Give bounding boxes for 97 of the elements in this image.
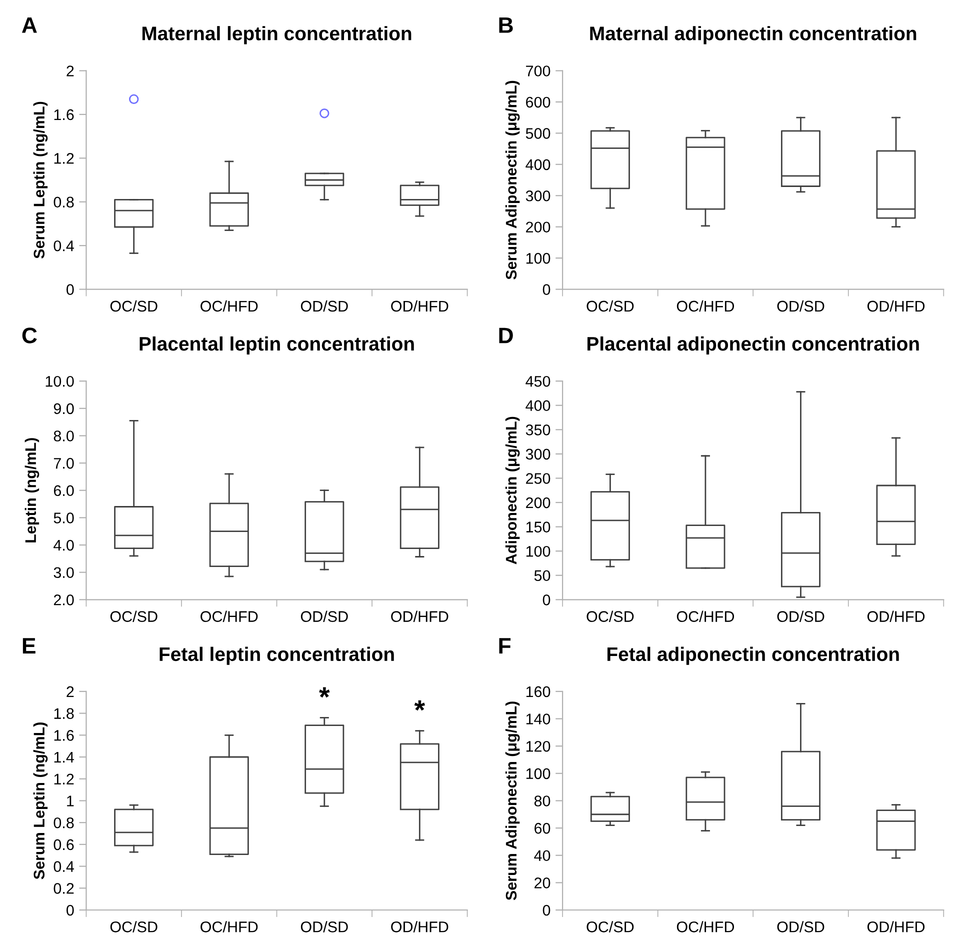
y-tick-label: 9.0 [54,403,74,414]
x-tick-label: OD/HFD [391,921,448,932]
y-tick-label: 0 [542,284,550,295]
chart-title: Maternal leptin concentration [142,26,412,44]
y-tick-label: 300 [526,448,550,460]
y-axis-title: Serum Leptin (ng/mL) [33,102,48,258]
y-tick-label: 150 [526,522,550,532]
y-tick-label: 1.8 [54,708,74,719]
y-tick-label: 120 [526,740,550,752]
x-tick-label: OC/HFD [676,921,734,932]
y-tick-label: 200 [526,222,550,233]
y-tick-label: 0.8 [54,817,74,828]
y-tick-label: 3.0 [54,567,74,578]
y-tick-label: 1.2 [54,153,74,164]
y-tick-label: 0.4 [54,861,74,872]
y-tick-label: 2 [66,66,74,76]
y-tick-label: 8.0 [54,430,74,442]
x-tick-label: OC/SD [586,921,634,932]
y-tick-label: 0 [542,904,550,916]
y-tick-label: 50 [534,570,550,582]
x-tick-label: OD/SD [300,921,348,932]
x-tick-label: OC/HFD [200,300,258,312]
x-tick-label: OD/HFD [391,300,448,312]
text: F [499,638,511,654]
x-tick-label: OC/SD [110,921,158,932]
x-tick-label: OC/HFD [200,921,258,932]
y-tick-label: 0.8 [54,196,74,208]
text: A [22,17,37,33]
y-axis-title: Serum Adiponectin (μg/mL) [505,80,520,280]
y-tick-label: 2.0 [54,594,74,606]
annotation: * [414,700,426,711]
y-tick-label: 1.2 [54,774,74,784]
y-axis-title: Serum Leptin (ng/mL) [33,722,48,880]
y-tick-label: 1.4 [54,752,74,763]
x-tick-label: OD/SD [300,610,348,622]
y-tick-label: 140 [526,714,550,724]
y-tick-label: 0.2 [54,883,74,894]
y-tick-label: 400 [526,400,550,412]
y-tick-label: 0 [542,594,550,606]
y-axis-title: Leptin (ng/mL) [24,438,40,542]
chart-title: Fetal leptin concentration [160,646,394,665]
chart-title: Placental adiponectin concentration [587,336,919,355]
x-tick-label: OD/HFD [867,300,925,312]
y-tick-label: 1 [67,796,74,806]
y-tick-label: 200 [526,497,550,508]
y-tick-label: 0.6 [54,839,74,850]
x-tick-label: OD/HFD [867,610,925,622]
y-tick-label: 5.0 [54,512,74,524]
y-tick-label: 400 [526,159,550,170]
y-tick-label: 80 [534,796,550,806]
y-tick-label: 100 [526,252,550,264]
y-tick-label: 450 [526,376,550,387]
y-tick-label: 0 [66,904,74,916]
y-tick-label: 6.0 [54,485,74,496]
x-tick-label: OC/HFD [200,610,258,622]
text: B [499,17,513,33]
text: E [22,638,36,654]
x-tick-label: OC/HFD [676,300,734,312]
x-tick-label: OD/HFD [867,921,925,932]
chart-title: Placental leptin concentration [140,336,414,355]
text: D [499,328,513,344]
y-axis-title: Serum Adiponectin (μg/mL) [505,702,520,900]
y-tick-label: 350 [526,424,550,436]
x-tick-label: OD/HFD [391,610,448,622]
annotation: * [319,687,330,698]
y-tick-label: 160 [526,686,550,698]
y-tick-label: 300 [526,190,550,202]
x-tick-label: OC/SD [586,300,634,312]
y-tick-label: 700 [526,66,550,76]
y-tick-label: 500 [526,128,550,139]
y-tick-label: 2 [66,686,74,697]
y-tick-label: 600 [526,96,550,108]
text: C [22,328,37,344]
x-tick-label: OD/SD [300,300,348,312]
x-tick-label: OD/SD [777,610,824,622]
y-tick-label: 60 [534,822,550,834]
y-tick-label: 100 [526,768,550,780]
chart-title: Maternal adiponectin concentration [590,26,916,44]
x-tick-label: OD/SD [777,921,824,932]
y-tick-label: 1.6 [54,730,74,741]
x-tick-label: OC/SD [110,300,158,312]
y-tick-label: 0.4 [54,240,74,252]
y-axis-title: Adiponectin (μg/mL) [505,416,520,564]
x-tick-label: OC/SD [586,610,634,622]
y-tick-label: 20 [534,878,550,888]
x-tick-label: OC/SD [110,610,158,622]
y-tick-label: 40 [534,850,550,862]
x-tick-label: OD/SD [777,300,824,312]
y-tick-label: 7.0 [54,458,74,469]
chart-title: Fetal adiponectin concentration [607,646,899,665]
y-tick-label: 10.0 [46,376,74,387]
y-tick-label: 250 [526,473,550,484]
y-tick-label: 4.0 [54,540,74,551]
y-tick-label: 0 [66,284,74,295]
y-tick-label: 1.6 [54,109,74,120]
y-tick-label: 100 [526,546,550,557]
x-tick-label: OC/HFD [676,610,734,622]
